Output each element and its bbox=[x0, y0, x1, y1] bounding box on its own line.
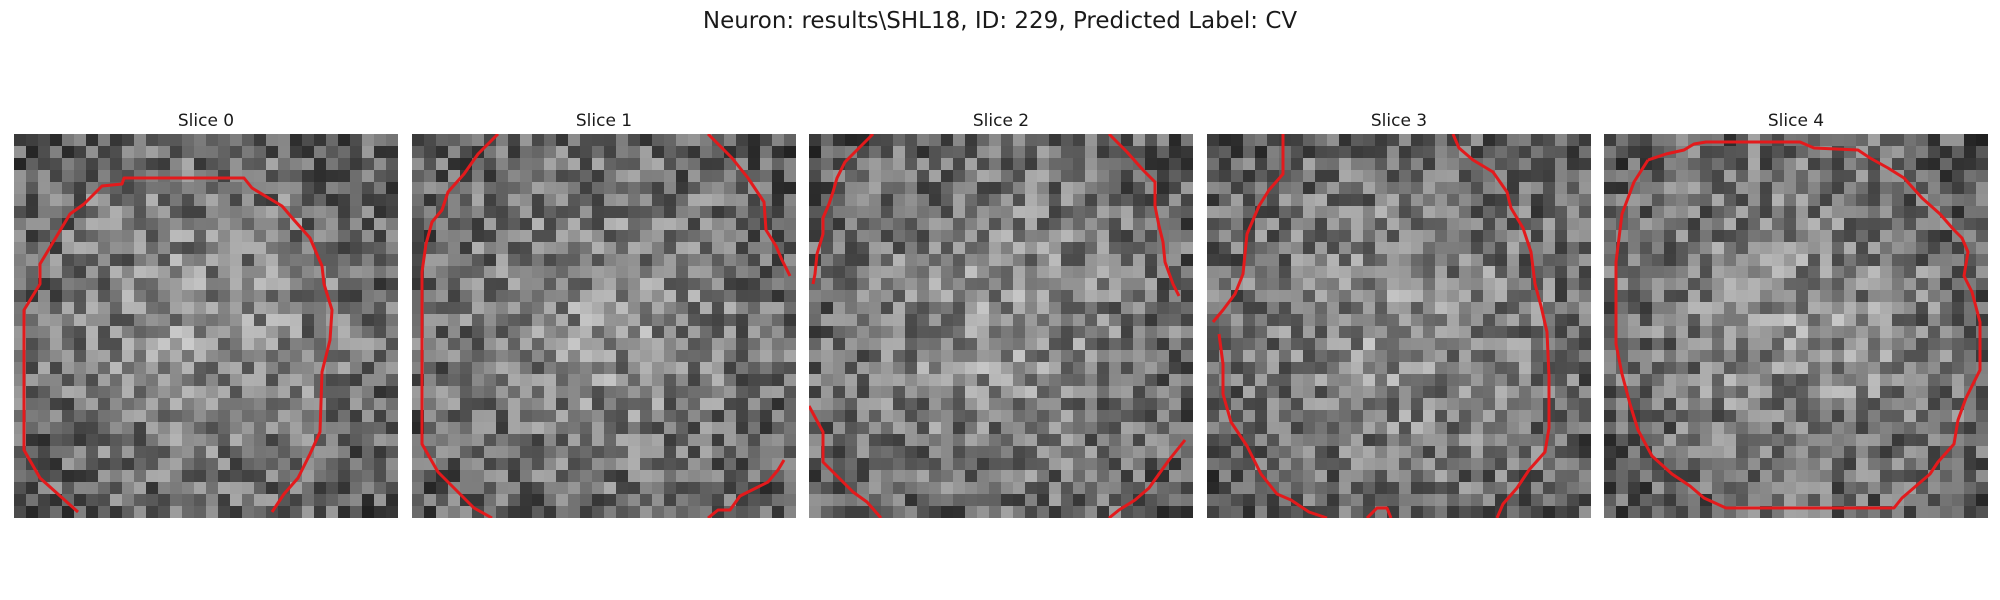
slice-image-1 bbox=[412, 134, 796, 518]
contour-line-3-2 bbox=[1217, 333, 1328, 518]
contour-line-1-0 bbox=[420, 134, 500, 518]
slice-image-2 bbox=[809, 134, 1193, 518]
slice-title-3: Slice 3 bbox=[1370, 111, 1428, 131]
contour-line-3-0 bbox=[1211, 134, 1285, 323]
slice-image-svg-3 bbox=[1207, 134, 1591, 518]
slice-image-3 bbox=[1207, 134, 1591, 518]
slice-panel-4: Slice 4 bbox=[1604, 108, 1988, 518]
slice-title-1: Slice 1 bbox=[575, 111, 633, 131]
contour-line-2-2 bbox=[809, 405, 883, 518]
slice-panel-3: Slice 3 bbox=[1207, 108, 1591, 518]
slice-image-4 bbox=[1604, 134, 1988, 518]
slice-title-4: Slice 4 bbox=[1767, 111, 1825, 131]
contour-line-2-3 bbox=[1108, 439, 1187, 518]
contour-line-3-3 bbox=[1365, 506, 1393, 518]
contour-line-4-0 bbox=[1614, 140, 1982, 510]
contour-line-1-1 bbox=[706, 134, 792, 277]
slice-panel-0: Slice 0 bbox=[14, 108, 398, 518]
slice-image-svg-1 bbox=[412, 134, 796, 518]
slice-panel-1: Slice 1 bbox=[412, 108, 796, 518]
slice-image-svg-2 bbox=[809, 134, 1193, 518]
slice-title-0: Slice 0 bbox=[177, 111, 235, 131]
slice-image-0 bbox=[14, 134, 398, 518]
slice-panel-2: Slice 2 bbox=[809, 108, 1193, 518]
slice-title-2: Slice 2 bbox=[972, 111, 1030, 131]
contour-line-0-0 bbox=[22, 176, 334, 514]
contour-line-3-1 bbox=[1451, 134, 1551, 518]
contour-line-2-0 bbox=[811, 134, 875, 285]
slice-image-svg-0 bbox=[14, 134, 398, 518]
slice-image-svg-4 bbox=[1604, 134, 1988, 518]
contour-line-2-1 bbox=[1107, 134, 1181, 297]
contour-line-1-2 bbox=[707, 459, 786, 518]
figure-title: Neuron: results\SHL18, ID: 229, Predicte… bbox=[702, 8, 1298, 34]
